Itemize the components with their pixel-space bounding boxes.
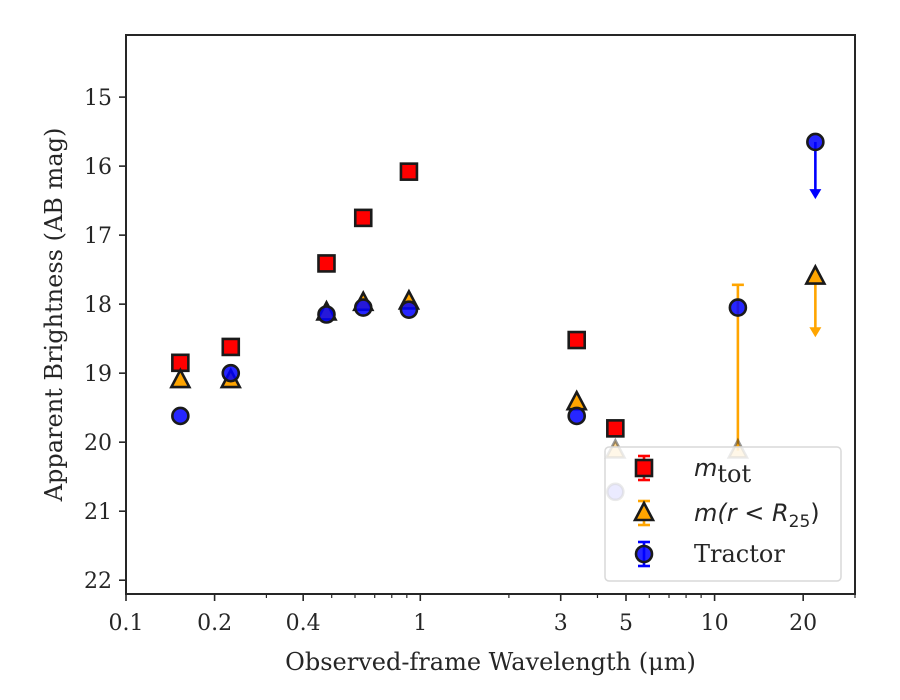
point-0-1 — [221, 337, 241, 357]
x-tick-label-4: 3 — [554, 611, 568, 636]
point-0-2 — [317, 254, 336, 273]
point-2-4 — [399, 300, 419, 319]
legend-marker-1 — [632, 500, 656, 522]
x-tick-label-0: 0.1 — [109, 611, 144, 636]
legend-marker-2 — [634, 544, 654, 564]
series-0 — [171, 162, 625, 438]
point-0-5 — [567, 330, 587, 350]
limit-arrow-2-8-head — [809, 189, 822, 200]
x-tick-label-7: 20 — [789, 611, 817, 636]
legend-label-mr25-pre: m(r < R — [694, 499, 789, 527]
legend-label-mtot-base: m — [694, 454, 717, 482]
point-0-6 — [606, 419, 625, 438]
y-axis-label: Apparent Brightness (AB mag) — [40, 128, 68, 503]
point-2-2 — [317, 305, 336, 324]
marks-layer — [169, 132, 827, 502]
y-tick-label-6: 21 — [84, 500, 112, 525]
y-tick-label-1: 16 — [84, 155, 112, 180]
y-tick-label-7: 22 — [84, 569, 112, 594]
series-2 — [171, 132, 825, 502]
legend: mtot m(r < R25) Tractor — [604, 446, 842, 582]
point-2-0 — [171, 406, 190, 426]
point-1-5 — [565, 389, 588, 411]
point-0-3 — [353, 208, 373, 228]
plot-frame — [125, 34, 856, 595]
y-tick-label-3: 18 — [84, 293, 112, 318]
point-1-0 — [169, 367, 192, 389]
limit-arrow-1-8-head — [809, 327, 822, 338]
point-2-7 — [728, 298, 748, 317]
series-1 — [169, 263, 827, 459]
x-tick-label-5: 5 — [619, 611, 633, 636]
x-tick-label-2: 0.4 — [286, 611, 321, 636]
ticks-layer: 0.1 0.2 0.4 1 3 5 10 20 15 16 17 18 19 20 21 22 — [84, 86, 856, 636]
point-2-1 — [221, 363, 241, 383]
legend-label-mr25-post: ) — [810, 499, 819, 527]
legend-label-mr25: m(r < R25) — [694, 499, 820, 532]
x-tick-label-1: 0.2 — [197, 611, 232, 636]
y-tick-label-0: 15 — [84, 86, 112, 111]
point-2-8 — [806, 132, 825, 152]
point-1-8 — [804, 263, 827, 285]
legend-label-tractor: Tractor — [694, 540, 785, 568]
x-axis-label: Observed-frame Wavelength (μm) — [285, 648, 696, 676]
legend-marker-0 — [634, 458, 654, 478]
y-tick-label-2: 17 — [84, 224, 112, 249]
point-2-5 — [567, 406, 587, 426]
legend-label-mtot: mtot — [694, 454, 751, 488]
x-tick-label-3: 1 — [413, 611, 427, 636]
legend-label-mr25-sub: 25 — [789, 512, 811, 532]
legend-markers — [632, 454, 656, 568]
legend-box — [604, 446, 842, 582]
y-tick-label-4: 19 — [84, 362, 112, 387]
y-tick-label-5: 20 — [84, 431, 112, 456]
point-0-4 — [399, 162, 419, 181]
point-2-3 — [353, 298, 373, 317]
x-tick-label-6: 10 — [701, 611, 729, 636]
legend-label-mtot-sub: tot — [717, 460, 751, 488]
